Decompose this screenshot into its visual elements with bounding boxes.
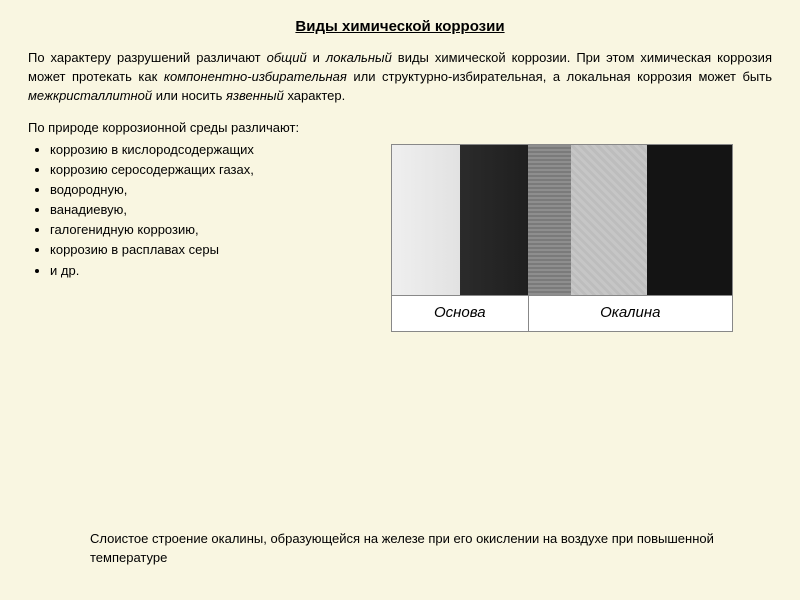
list-item: ванадиевую, <box>50 200 383 220</box>
intro-em: общий <box>267 50 307 65</box>
intro-em: язвенный <box>226 88 284 103</box>
figure-block: Основа Окалина <box>383 118 772 332</box>
strip-base-dark <box>460 145 528 295</box>
intro-text: и <box>307 50 326 65</box>
list-item: водородную, <box>50 180 383 200</box>
intro-paragraph: По характеру разрушений различают общий … <box>28 49 772 106</box>
list-item: коррозию в кислородсодержащих <box>50 140 383 160</box>
figure-label-base: Основа <box>392 296 529 331</box>
figure-label-scale: Окалина <box>529 296 732 331</box>
intro-em: локальный <box>326 50 392 65</box>
strip-scale-outer <box>647 145 732 295</box>
slide: Виды химической коррозии По характеру ра… <box>0 0 800 600</box>
strip-scale-inner <box>528 145 571 295</box>
intro-text: или структурно-избирательная, а локальна… <box>347 69 772 84</box>
scale-microstructure-figure: Основа Окалина <box>391 144 733 332</box>
figure-labels: Основа Окалина <box>392 295 732 331</box>
intro-em: компонентно-избирательная <box>164 69 347 84</box>
environment-list-block: По природе коррозионной среды различают:… <box>28 118 383 281</box>
figure-strips <box>392 145 732 295</box>
slide-title: Виды химической коррозии <box>28 18 772 35</box>
intro-text: характер. <box>284 88 345 103</box>
content-columns: По природе коррозионной среды различают:… <box>28 118 772 332</box>
list-item: коррозию серосодержащих газах, <box>50 160 383 180</box>
figure-caption: Слоистое строение окалины, образующейся … <box>90 530 740 568</box>
intro-text: По характеру разрушений различают <box>28 50 267 65</box>
list-item: галогенидную коррозию, <box>50 220 383 240</box>
list-intro: По природе коррозионной среды различают: <box>28 118 383 138</box>
intro-text: или носить <box>152 88 226 103</box>
list-item: коррозию в расплавах серы <box>50 240 383 260</box>
intro-em: межкристаллитной <box>28 88 152 103</box>
strip-base-light <box>392 145 460 295</box>
environment-list: коррозию в кислородсодержащих коррозию с… <box>28 140 383 281</box>
strip-scale-middle <box>571 145 648 295</box>
list-item: и др. <box>50 261 383 281</box>
